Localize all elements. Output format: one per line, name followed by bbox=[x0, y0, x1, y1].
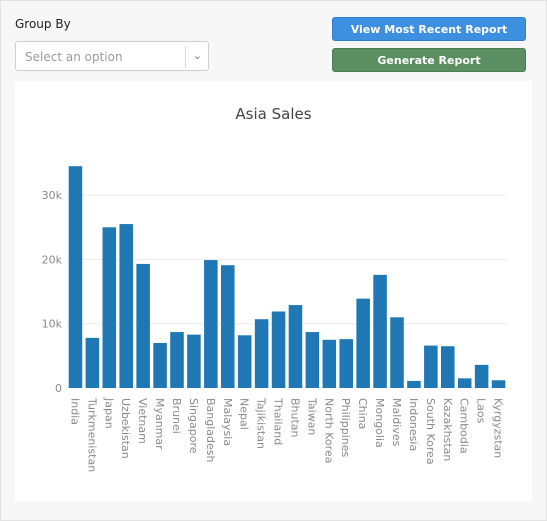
bar[interactable] bbox=[339, 339, 353, 388]
x-tick-label: Turkmenistan bbox=[85, 397, 98, 472]
x-tick-label: Laos bbox=[475, 398, 488, 424]
view-most-recent-report-button[interactable]: View Most Recent Report bbox=[332, 17, 526, 41]
bar[interactable] bbox=[441, 346, 455, 388]
bar[interactable] bbox=[457, 378, 472, 388]
x-tick-label: North Korea bbox=[322, 398, 335, 463]
bar[interactable] bbox=[305, 332, 320, 388]
bar[interactable] bbox=[322, 339, 337, 388]
x-tick-label: Brunei bbox=[170, 398, 183, 434]
select-placeholder: Select an option bbox=[25, 50, 123, 64]
y-tick-label: 20k bbox=[42, 253, 63, 266]
chart-title: Asia Sales bbox=[235, 105, 312, 123]
x-tick-label: Taiwan bbox=[305, 397, 318, 435]
bar[interactable] bbox=[373, 274, 387, 388]
bar[interactable] bbox=[407, 380, 421, 388]
chart-panel: Asia Sales 0 10k 20k 30k India Turkmenistan Ja… bbox=[15, 81, 532, 501]
x-tick-label: Nepal bbox=[238, 398, 251, 430]
bar[interactable] bbox=[254, 319, 269, 388]
bar[interactable] bbox=[288, 305, 303, 388]
x-tick-label: Philippines bbox=[339, 398, 352, 458]
x-tick-label: Myanmar bbox=[153, 398, 166, 450]
x-tick-label: Bhutan bbox=[288, 398, 301, 438]
x-tick-label: Japan bbox=[102, 397, 115, 429]
bar[interactable] bbox=[153, 343, 167, 388]
y-tick-label: 10k bbox=[42, 318, 63, 331]
generate-report-button[interactable]: Generate Report bbox=[332, 48, 526, 72]
x-tick-label: Malaysia bbox=[221, 398, 234, 446]
bar[interactable] bbox=[102, 227, 117, 388]
x-tick-label: South Korea bbox=[424, 398, 437, 465]
x-tick-label: India bbox=[68, 398, 81, 425]
x-tick-label: Kyrgyzstan bbox=[492, 398, 505, 458]
bar[interactable] bbox=[85, 337, 100, 388]
chevron-down-icon[interactable]: ⌄ bbox=[192, 49, 202, 62]
y-tick-label: 30k bbox=[42, 189, 63, 202]
select-separator bbox=[185, 46, 186, 68]
y-tick-label: 0 bbox=[55, 382, 62, 395]
x-tick-label: Maldives bbox=[390, 398, 403, 447]
bar[interactable] bbox=[491, 380, 506, 388]
x-tick-label: Bangladesh bbox=[204, 398, 217, 463]
bar[interactable] bbox=[187, 334, 201, 388]
bar[interactable] bbox=[237, 335, 252, 388]
x-tick-label: Cambodia bbox=[458, 398, 471, 454]
bar[interactable] bbox=[356, 298, 370, 388]
bar[interactable] bbox=[68, 166, 83, 388]
asia-sales-chart: 0 10k 20k 30k India Turkmenistan Japan Uzbekist… bbox=[42, 166, 507, 472]
x-tick-label: Tajikistan bbox=[255, 397, 268, 449]
bar[interactable] bbox=[221, 265, 235, 388]
group-by-label: Group By bbox=[15, 17, 71, 31]
x-tick-label: Uzbekistan bbox=[119, 398, 132, 459]
bar[interactable] bbox=[136, 263, 150, 388]
bar[interactable] bbox=[474, 364, 489, 388]
x-tick-label: China bbox=[356, 398, 369, 429]
x-tick-label: Singapore bbox=[187, 398, 200, 454]
bar[interactable] bbox=[204, 260, 218, 388]
x-tick-label: Vietnam bbox=[136, 398, 149, 444]
bar[interactable] bbox=[271, 311, 286, 389]
bar[interactable] bbox=[424, 345, 438, 388]
bar[interactable] bbox=[119, 224, 133, 388]
x-tick-label: Mongolia bbox=[373, 398, 386, 448]
x-tick-label: Indonesia bbox=[407, 398, 420, 451]
x-tick-label: Thailand bbox=[272, 397, 285, 445]
x-tick-label: Kazakhstan bbox=[441, 398, 454, 461]
bar[interactable] bbox=[170, 332, 184, 388]
group-by-select[interactable]: Select an option ⌄ bbox=[15, 41, 209, 71]
bar[interactable] bbox=[390, 317, 404, 388]
